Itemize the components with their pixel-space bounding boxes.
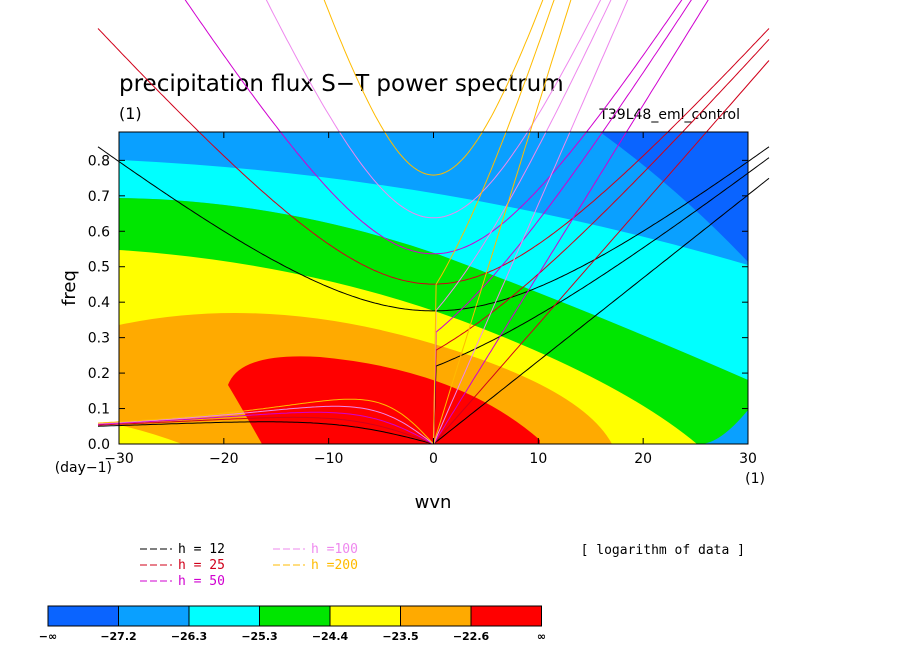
eig-curve [433, 0, 612, 445]
colorbar-label: −24.4 [312, 630, 349, 643]
experiment-label: T39L48_eml_control [598, 107, 740, 123]
colorbar-label: −23.5 [382, 630, 418, 643]
y-tick-label: 0.8 [88, 153, 110, 169]
x-tick-label: −10 [314, 451, 344, 467]
kelvin-curve [433, 0, 572, 445]
eig-curve [433, 39, 770, 445]
title-units: (1) [119, 104, 142, 123]
colorbar-label: −25.3 [241, 630, 277, 643]
x-tick-label: −30 [104, 451, 134, 467]
gravity-curve [97, 28, 770, 285]
contour-fill [119, 132, 748, 444]
legend-label: h =100 [311, 542, 358, 557]
x-tick-label: 30 [739, 451, 757, 467]
rossby-curve [97, 416, 434, 445]
colorbar-swatch [47, 605, 119, 627]
y-tick-label: 0.6 [88, 224, 110, 240]
y-tick-label: 0.1 [88, 402, 110, 418]
eig-curve [433, 0, 555, 445]
rossby-curve [97, 398, 434, 445]
dispersion-curves [97, 0, 770, 445]
legend-label: h = 25 [178, 558, 225, 573]
gravity-curve [323, 0, 544, 176]
eig-curve [433, 157, 770, 445]
gravity-curve [184, 0, 683, 255]
y-unit-label: (day−1) [55, 460, 112, 476]
colorbar-swatch [470, 605, 542, 627]
y-tick-label: 0.0 [88, 437, 110, 453]
kelvin-curve [433, 60, 770, 445]
colorbar-label: −22.6 [453, 630, 490, 643]
colorbar-swatch [118, 605, 190, 627]
kelvin-curve [433, 177, 770, 445]
legend-label: h = 50 [178, 574, 225, 589]
rossby-curve [97, 405, 434, 445]
eig-curve [433, 0, 692, 445]
y-tick-label: 0.7 [88, 189, 110, 205]
legend-label: h =200 [311, 558, 358, 573]
colorbar-label: −27.2 [100, 630, 136, 643]
band-lowest [600, 132, 748, 262]
y-tick-label: 0.3 [88, 331, 110, 347]
gravity-curve [265, 0, 602, 219]
x-tick-label: 20 [634, 451, 652, 467]
band-22-6 [228, 356, 540, 444]
kelvin-curve [433, 0, 629, 445]
x-unit-label: (1) [745, 471, 765, 487]
y-axis-label: freq [59, 270, 80, 306]
x-tick-label: 0 [429, 451, 438, 467]
log-note: [ logarithm of data ] [581, 543, 745, 558]
rossby-curve [97, 421, 434, 445]
chart-title: precipitation flux S−T power spectrum [119, 71, 564, 97]
y-tick-label: 0.5 [88, 260, 110, 276]
x-tick-label: −20 [209, 451, 239, 467]
legend-label: h = 12 [178, 542, 225, 557]
colorbar-label: −∞ [39, 630, 57, 643]
colorbar-swatch [259, 605, 331, 627]
colorbar-label: ∞ [537, 630, 546, 643]
y-tick-label: 0.2 [88, 366, 110, 382]
x-axis-label: wvn [415, 492, 452, 513]
colorbar-label: −26.3 [171, 630, 207, 643]
band-26-3 [119, 160, 748, 380]
rossby-curve [97, 411, 434, 445]
colorbar-swatch [329, 605, 401, 627]
x-tick-label: 10 [529, 451, 547, 467]
colorbar-swatch [400, 605, 472, 627]
y-tick-label: 0.4 [88, 295, 110, 311]
gravity-curve [97, 146, 770, 312]
colorbar-swatch [188, 605, 260, 627]
axes: −30 −20 −10 0 10 20 30 0.0 0.1 0.2 0.3 0.4 0.5 0.6 0.7… [88, 132, 757, 467]
colorbar: −∞ −27.2 −26.3 −25.3 −24.4 −23.5 −22.6 ∞ [39, 605, 546, 643]
kelvin-curve [433, 0, 709, 445]
